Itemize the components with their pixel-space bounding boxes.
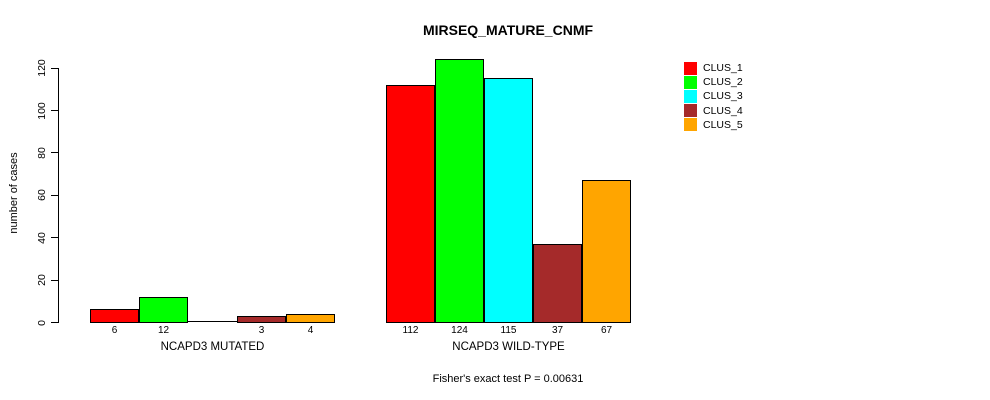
y-tick-label: 80 bbox=[36, 147, 48, 159]
bar-clus_1 bbox=[90, 309, 139, 323]
legend-label: CLUS_5 bbox=[703, 118, 743, 131]
y-axis-line bbox=[58, 67, 59, 323]
bar-clus_3-zero bbox=[188, 321, 238, 322]
y-axis-tick bbox=[51, 322, 58, 323]
y-tick-label: 100 bbox=[36, 101, 48, 120]
legend-item-clus_4: CLUS_4 bbox=[684, 104, 743, 118]
y-tick-label: 0 bbox=[36, 319, 48, 326]
bar-value-label: 12 bbox=[157, 325, 170, 336]
group-label: NCAPD3 MUTATED bbox=[160, 341, 265, 353]
bar-clus_2 bbox=[139, 297, 188, 323]
bar-clus_1 bbox=[386, 85, 435, 323]
bar-value-label: 67 bbox=[600, 325, 613, 336]
legend-label: CLUS_4 bbox=[703, 104, 743, 117]
legend-item-clus_2: CLUS_2 bbox=[684, 75, 743, 89]
legend-label: CLUS_3 bbox=[703, 90, 743, 103]
legend-item-clus_1: CLUS_1 bbox=[684, 61, 743, 75]
legend-swatch-icon bbox=[684, 118, 697, 132]
chart-title: MIRSEQ_MATURE_CNMF bbox=[422, 22, 594, 38]
group-label: NCAPD3 WILD-TYPE bbox=[452, 341, 565, 353]
y-tick-label: 40 bbox=[36, 231, 48, 244]
bar-clus_5 bbox=[286, 314, 335, 323]
bar-value-label: 115 bbox=[500, 325, 517, 336]
bar-value-label: 124 bbox=[451, 325, 468, 336]
bar-value-label: 112 bbox=[402, 325, 419, 336]
bar-value-label: 3 bbox=[258, 325, 265, 336]
bar-value-label: 37 bbox=[551, 325, 564, 336]
legend-swatch-icon bbox=[684, 89, 697, 103]
legend-label: CLUS_2 bbox=[703, 76, 743, 89]
fisher-test-note: Fisher's exact test P = 0.00631 bbox=[432, 373, 584, 385]
y-axis-tick bbox=[51, 194, 58, 196]
bar-clus_2 bbox=[435, 59, 484, 323]
legend-item-clus_5: CLUS_5 bbox=[684, 118, 743, 132]
y-axis-tick bbox=[51, 152, 58, 154]
legend: CLUS_1 CLUS_2 CLUS_3 CLUS_4 CLUS_5 bbox=[684, 61, 743, 132]
bar-value-label: 4 bbox=[307, 325, 314, 336]
y-axis-label: number of cases bbox=[8, 152, 20, 234]
y-axis-tick bbox=[51, 279, 58, 281]
y-tick-label: 120 bbox=[36, 59, 48, 77]
y-tick-label: 20 bbox=[36, 274, 48, 286]
y-axis-tick bbox=[51, 67, 58, 69]
legend-swatch-icon bbox=[684, 104, 697, 118]
bar-value-label: 6 bbox=[111, 325, 118, 336]
bar-clus_4 bbox=[533, 244, 582, 323]
legend-swatch-icon bbox=[684, 75, 697, 89]
legend-item-clus_3: CLUS_3 bbox=[684, 89, 743, 103]
bar-clus_5 bbox=[582, 180, 631, 323]
legend-label: CLUS_1 bbox=[703, 62, 743, 75]
legend-swatch-icon bbox=[684, 61, 697, 75]
bar-clus_4 bbox=[237, 316, 286, 323]
y-axis-tick bbox=[51, 110, 58, 111]
bar-clus_3 bbox=[484, 78, 533, 323]
y-tick-label: 60 bbox=[36, 189, 48, 202]
y-axis-tick bbox=[51, 237, 58, 239]
